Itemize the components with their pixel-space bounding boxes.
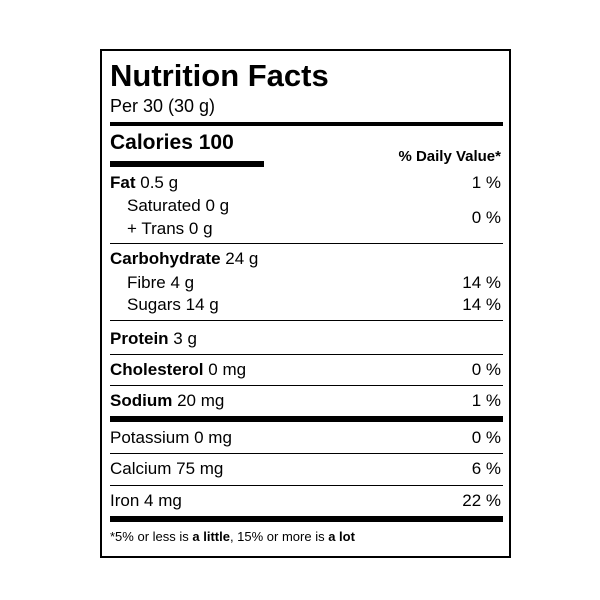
carbohydrate-amount: 24 g: [225, 249, 259, 268]
calcium-row: Calcium 75 mg: [110, 459, 223, 479]
footnote-lot: a lot: [328, 529, 355, 544]
fibre-amount: 4 g: [170, 273, 195, 292]
fibre-label: Fibre: [127, 273, 166, 292]
sodium-row: Sodium 20 mg: [110, 391, 224, 411]
sodium-dv: 1 %: [471, 391, 501, 410]
sodium-label: Sodium: [110, 391, 173, 410]
trans-amount: 0 g: [188, 219, 213, 238]
serving-size: Per 30 (30 g): [110, 96, 216, 116]
divider-thick: [110, 516, 503, 522]
divider: [110, 385, 503, 386]
divider-thick: [110, 416, 503, 422]
footnote-prefix: *5% or less is: [110, 529, 193, 544]
iron-dv: 22 %: [462, 491, 501, 510]
calories-label: Calories: [110, 131, 193, 154]
calcium-dv: 6 %: [471, 459, 501, 478]
protein-amount: 3 g: [173, 329, 197, 348]
sugars-row: Sugars 14 g: [127, 295, 219, 315]
fat-amount: 0.5 g: [140, 173, 179, 192]
cholesterol-dv: 0 %: [471, 360, 501, 379]
iron-label: Iron: [110, 491, 140, 510]
sodium-amount: 20 mg: [177, 391, 225, 410]
fat-row: Fat 0.5 g: [110, 173, 178, 193]
carbohydrate-row: Carbohydrate 24 g: [110, 249, 258, 269]
sugars-label: Sugars: [127, 295, 181, 314]
fat-dv: 1 %: [471, 173, 501, 192]
calcium-amount: 75 mg: [176, 459, 224, 478]
footnote-middle: , 15% or more is: [229, 529, 329, 544]
protein-row: Protein 3 g: [110, 329, 197, 349]
cholesterol-amount: 0 mg: [208, 360, 247, 379]
calories-value: 100: [198, 131, 234, 154]
footnote-little: a little: [192, 529, 230, 544]
cholesterol-row: Cholesterol 0 mg: [110, 360, 246, 380]
sugars-dv: 14 %: [462, 295, 501, 314]
daily-value-header: % Daily Value*: [398, 148, 501, 165]
carbohydrate-label: Carbohydrate: [110, 249, 221, 268]
fibre-dv: 14 %: [462, 273, 501, 292]
divider: [110, 320, 503, 321]
fat-label: Fat: [110, 173, 136, 192]
divider-thick: [110, 122, 503, 126]
protein-label: Protein: [110, 329, 169, 348]
divider: [110, 243, 503, 244]
potassium-label: Potassium: [110, 428, 190, 447]
calcium-label: Calcium: [110, 459, 172, 478]
calories: Calories 100: [110, 131, 234, 155]
nutrition-facts-label: Nutrition Facts Per 30 (30 g) Calories 1…: [100, 49, 511, 558]
fibre-row: Fibre 4 g: [127, 273, 194, 293]
divider: [110, 354, 503, 355]
calories-bar: [110, 161, 264, 167]
sat-trans-dv: 0 %: [471, 208, 501, 227]
saturated-amount: 0 g: [205, 196, 230, 215]
cholesterol-label: Cholesterol: [110, 360, 204, 379]
trans-label: + Trans: [127, 219, 185, 238]
saturated-label: Saturated: [127, 196, 201, 215]
sugars-amount: 14 g: [185, 295, 219, 314]
title: Nutrition Facts: [110, 58, 329, 93]
potassium-row: Potassium 0 mg: [110, 428, 232, 448]
saturated-row: Saturated 0 g: [127, 196, 229, 216]
iron-amount: 4 mg: [144, 491, 182, 510]
footnote: *5% or less is a little, 15% or more is …: [110, 529, 355, 545]
iron-row: Iron 4 mg: [110, 491, 182, 511]
divider: [110, 453, 503, 454]
potassium-amount: 0 mg: [194, 428, 232, 447]
trans-row: + Trans 0 g: [127, 219, 213, 239]
potassium-dv: 0 %: [471, 428, 501, 447]
divider: [110, 485, 503, 486]
